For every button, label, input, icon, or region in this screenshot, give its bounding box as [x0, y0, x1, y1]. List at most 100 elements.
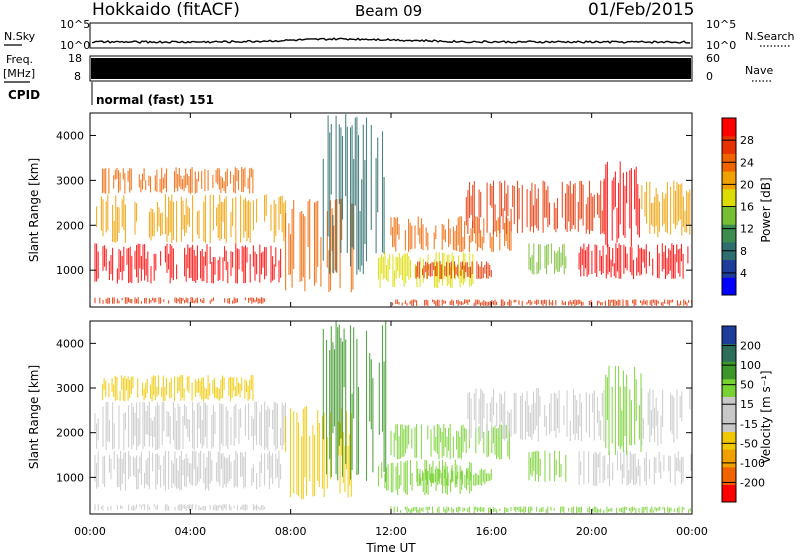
data-region — [528, 243, 567, 275]
freq-label-line2: [MHz] — [3, 67, 35, 80]
time-tick-label: 04:00 — [174, 525, 206, 538]
colorbar-tick-label: -15 — [740, 418, 758, 431]
colorbar-tick-label: 4 — [740, 267, 747, 280]
time-tick-label: 08:00 — [275, 525, 307, 538]
power-data-layer — [94, 114, 693, 307]
frequency-panel: Freq. [MHz] 18 8 60 0 Nave — [3, 52, 773, 83]
time-axis-label: Time UT — [365, 541, 416, 554]
data-region — [415, 261, 492, 280]
time-tick-label: 16:00 — [475, 525, 507, 538]
freq-label-line1: Freq. — [6, 53, 33, 66]
colorbar-swatch — [722, 414, 736, 433]
colorbar-swatch — [722, 188, 736, 207]
colorbar-swatch — [722, 135, 736, 154]
colorbar-swatch — [722, 224, 736, 243]
y-tick-label: 2000 — [56, 219, 84, 232]
station-title: Hokkaido (fitACF) — [92, 0, 240, 20]
data-region — [94, 504, 266, 511]
data-region — [94, 401, 286, 451]
noise-tick-top-left: 10^5 — [60, 18, 90, 31]
data-region — [467, 388, 605, 442]
y-tick-label: 1000 — [56, 471, 84, 484]
noise-left-label: N.Sky — [4, 30, 36, 43]
noise-tick-bottom-left: 10^0 — [60, 39, 90, 52]
velocity-colorbar-label: Velocity [m s⁻¹] — [759, 370, 773, 463]
colorbar-tick-label: 20 — [740, 178, 754, 191]
colorbar-tick-label: -100 — [740, 457, 765, 470]
data-region — [603, 161, 640, 248]
data-region — [377, 252, 474, 288]
colorbar-tick-label: 50 — [740, 379, 754, 392]
velocity-data-layer — [94, 321, 692, 514]
colorbar-swatch — [722, 378, 736, 397]
date-title: 01/Feb/2015 — [588, 0, 694, 20]
data-region — [101, 167, 254, 194]
data-region — [390, 506, 691, 514]
nave-tick-top: 60 — [706, 52, 720, 65]
velocity-panel: 1000 2000 3000 4000 Slant Range [km] 200 100… — [27, 320, 773, 515]
power-colorbar-label: Power [dB] — [759, 177, 773, 242]
data-region — [390, 216, 512, 253]
colorbar-swatch — [722, 206, 736, 225]
data-region — [94, 450, 282, 491]
cpid-value: normal (fast) 151 — [96, 93, 214, 107]
colorbar-swatch — [722, 396, 736, 415]
colorbar-tick-label: 16 — [740, 201, 754, 214]
data-region — [94, 297, 266, 304]
data-region — [101, 374, 254, 402]
nave-label: Nave — [745, 64, 773, 77]
data-region — [285, 406, 352, 500]
time-tick-label: 00:00 — [676, 525, 708, 538]
data-region — [465, 180, 605, 235]
velocity-colorbar: 200 100 50 15 -15 -50 -100 -200 — [721, 325, 765, 503]
freq-tick-bottom: 8 — [74, 70, 81, 83]
y-tick-label: 4000 — [56, 129, 84, 142]
colorbar-swatch — [722, 449, 736, 468]
colorbar-swatch — [722, 277, 736, 296]
data-region — [578, 450, 692, 487]
data-region — [578, 243, 689, 280]
y-tick-label: 3000 — [56, 174, 84, 187]
colorbar-tick-label: -200 — [740, 476, 765, 489]
colorbar-tick-label: 28 — [740, 134, 754, 147]
y-tick-label: 2000 — [56, 427, 84, 440]
data-region — [94, 243, 282, 284]
noise-tick-bottom-right: 10^0 — [706, 39, 736, 52]
colorbar-tick-label: 200 — [740, 340, 761, 353]
colorbar-tick-label: 8 — [740, 245, 747, 258]
power-ylabel: Slant Range [km] — [27, 158, 41, 262]
colorbar-swatch — [722, 118, 736, 137]
data-region — [605, 365, 642, 455]
time-axis: 00:00 04:00 08:00 12:00 16:00 20:00 00:00 — [74, 525, 708, 538]
data-region — [322, 321, 387, 482]
colorbar-swatch — [722, 466, 736, 485]
colorbar-swatch — [722, 259, 736, 278]
data-region — [392, 299, 693, 307]
colorbar-frame — [721, 325, 737, 503]
y-tick-label: 1000 — [56, 264, 84, 277]
data-region — [96, 194, 286, 244]
colorbar-swatch — [722, 171, 736, 190]
noise-trace — [91, 37, 691, 44]
noise-tick-top-right: 10^5 — [706, 18, 736, 31]
nave-tick-bottom: 0 — [706, 70, 713, 83]
power-panel: 1000 2000 3000 4000 Slant Range [km] 28 24 20… — [27, 112, 773, 308]
power-panel-background — [90, 113, 692, 307]
noise-right-label: N.Search — [745, 30, 795, 43]
colorbar-swatch — [722, 326, 736, 345]
cpid-panel: CPID normal (fast) 151 — [8, 82, 214, 107]
colorbar-swatch — [722, 484, 736, 503]
data-region — [641, 180, 691, 238]
noise-panel-frame — [89, 22, 693, 49]
beam-title: Beam 09 — [355, 2, 422, 20]
data-region — [322, 114, 385, 275]
colorbar-tick-label: -50 — [740, 437, 758, 450]
velocity-ylabel: Slant Range [km] — [27, 365, 41, 469]
noise-panel: N.Sky 10^5 10^0 10^5 10^0 N.Search — [4, 18, 795, 52]
time-tick-label: 00:00 — [74, 525, 106, 538]
colorbar-swatch — [722, 361, 736, 380]
frequency-band — [91, 58, 691, 79]
colorbar-swatch — [722, 343, 736, 362]
colorbar-tick-label: 15 — [740, 398, 754, 411]
colorbar-tick-label: 100 — [740, 359, 761, 372]
